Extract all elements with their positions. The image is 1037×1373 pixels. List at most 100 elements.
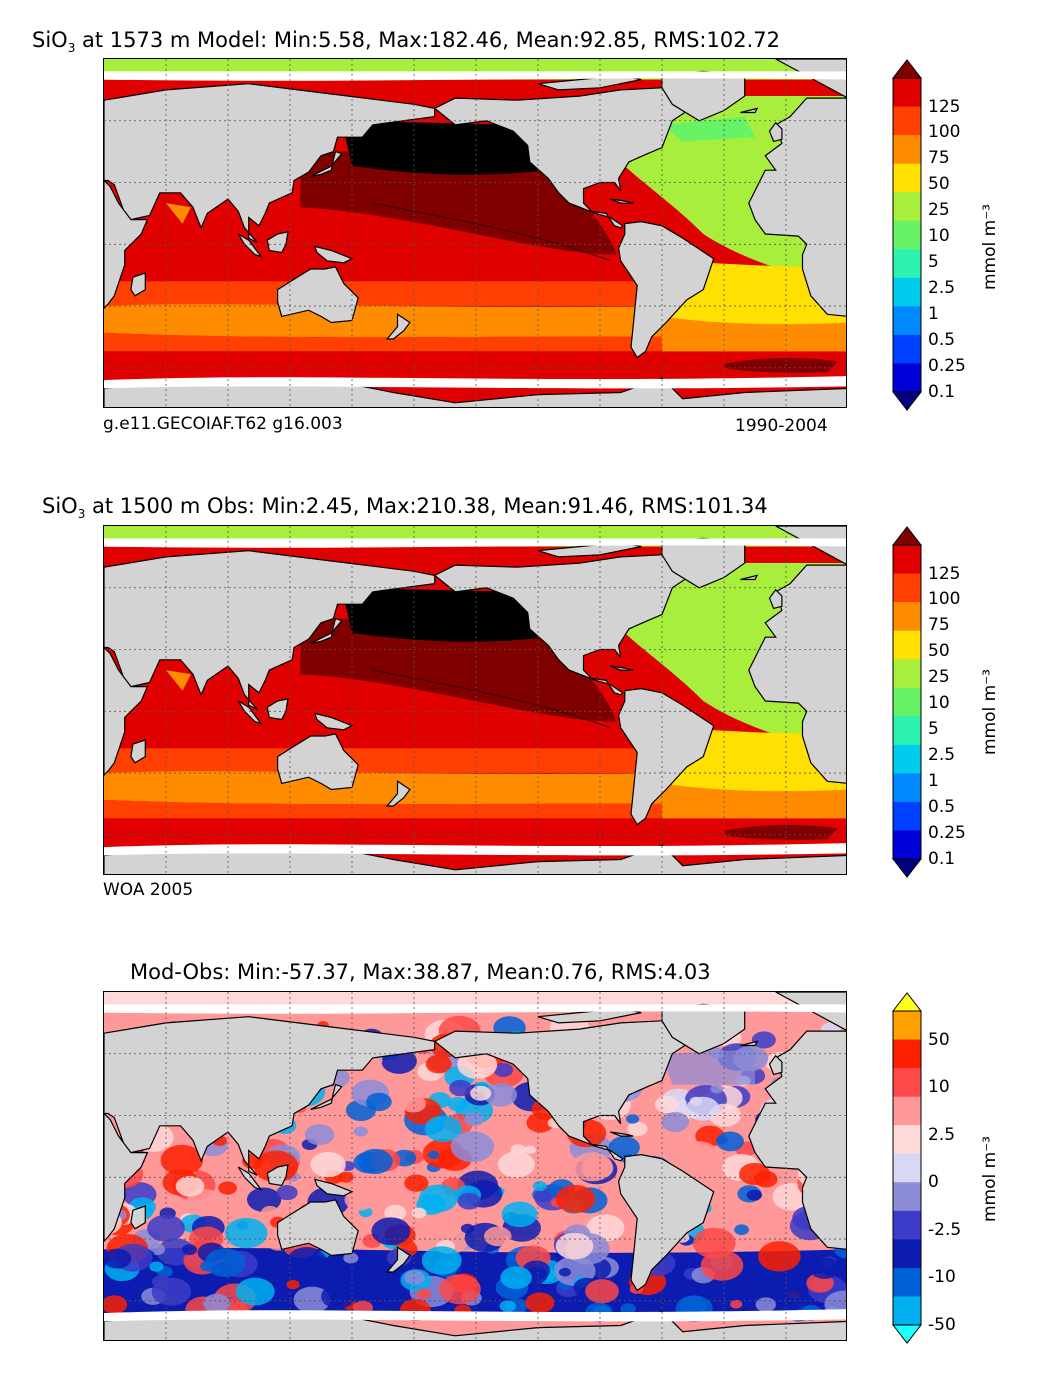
landmass-madagascar bbox=[130, 1205, 146, 1230]
ocean-fill bbox=[104, 526, 846, 874]
colorbar-tick-label: 10 bbox=[928, 1077, 950, 1098]
landmass-nz bbox=[385, 1246, 411, 1273]
colorbar-segment bbox=[893, 1239, 921, 1269]
panel-3-map bbox=[103, 991, 847, 1341]
colorbar-tick-label: 75 bbox=[928, 148, 950, 169]
panel-3-colorbar-unit: mmol m⁻³ bbox=[980, 1136, 1000, 1222]
colorbar-segment bbox=[893, 1153, 921, 1183]
colorbar-tick-label: 0.5 bbox=[928, 797, 956, 818]
colorbar-segment bbox=[893, 801, 921, 831]
panel-1-colorbar bbox=[891, 59, 923, 411]
landmass-madagascar bbox=[130, 272, 146, 297]
landmass-australia bbox=[277, 733, 359, 791]
landmass-southAmerica bbox=[617, 687, 715, 826]
landmass-eurasia bbox=[104, 550, 436, 710]
landmass-arcticIs bbox=[537, 1007, 642, 1024]
colorbar-tick-label: -2.5 bbox=[928, 1219, 962, 1240]
colorbar-tick-label: 0.25 bbox=[928, 823, 966, 844]
colorbar-extend-top bbox=[891, 526, 923, 546]
missing-data bbox=[104, 71, 846, 389]
landmass-cuba bbox=[610, 198, 634, 204]
colorbar-tick-label: 10 bbox=[928, 693, 950, 714]
colorbar-tick-label: 75 bbox=[928, 615, 950, 636]
colorbar-segment bbox=[893, 830, 921, 860]
colorbar-segment bbox=[893, 192, 921, 222]
panel-3-title: Mod-Obs: Min:-57.37, Max:38.87, Mean:0.7… bbox=[130, 960, 711, 984]
map-graticule bbox=[104, 59, 846, 407]
missing-data bbox=[104, 538, 846, 856]
panel-1-title: SiO3 at 1573 m Model: Min:5.58, Max:182.… bbox=[32, 28, 780, 56]
colorbar-extend-bottom bbox=[891, 1324, 923, 1344]
colorbar-segment bbox=[893, 135, 921, 165]
colorbar-tick-label: 50 bbox=[928, 641, 950, 662]
landmass-europeAfricaRight bbox=[748, 526, 846, 784]
colorbar-tick-label: 5 bbox=[928, 719, 939, 740]
landmass-southAmerica bbox=[617, 220, 715, 359]
colorbar-segment bbox=[893, 716, 921, 746]
landmass-arcticIs bbox=[537, 541, 642, 558]
landmass-europeAfricaRight bbox=[748, 59, 846, 317]
colorbar-tick-label: 2.5 bbox=[928, 278, 956, 299]
landmass-newGuinea bbox=[313, 1178, 354, 1197]
landmass-cuba bbox=[610, 665, 634, 671]
colorbar-tick-label: 25 bbox=[928, 667, 950, 688]
colorbar-segment bbox=[893, 334, 921, 364]
colorbar-tick-label: 1 bbox=[928, 771, 939, 792]
colorbar-tick-label: 125 bbox=[928, 96, 961, 117]
landmass-japan bbox=[310, 1083, 343, 1110]
landmass-japan bbox=[310, 150, 343, 177]
landmass-iceland bbox=[740, 1040, 759, 1047]
landmass-japan bbox=[310, 617, 343, 644]
landmass-australia bbox=[277, 266, 359, 324]
colorbar-segment bbox=[893, 163, 921, 193]
colorbar-segment bbox=[893, 773, 921, 803]
colorbar-extend-top bbox=[891, 59, 923, 79]
panel-2-title: SiO3 at 1500 m Obs: Min:2.45, Max:210.38… bbox=[42, 494, 768, 522]
colorbar-tick-label: -50 bbox=[928, 1315, 956, 1335]
colorbar-segment bbox=[893, 277, 921, 307]
landmass-nz bbox=[385, 313, 411, 340]
landmass-nz bbox=[385, 780, 411, 807]
colorbar-tick-label: 50 bbox=[928, 1029, 950, 1050]
landmass-australia bbox=[277, 1199, 359, 1257]
landmass-cuba bbox=[610, 1131, 634, 1137]
colorbar-segment bbox=[893, 1068, 921, 1098]
colorbar-tick-label: 50 bbox=[928, 174, 950, 195]
colorbar-segment bbox=[893, 1182, 921, 1212]
landmass-uk bbox=[768, 588, 783, 610]
missing-data bbox=[104, 1004, 846, 1322]
colorbar-frame bbox=[892, 1010, 922, 1326]
colorbar-segment bbox=[893, 630, 921, 660]
landmass-iceland bbox=[740, 574, 759, 581]
landmass-iceland bbox=[740, 107, 759, 114]
map-graticule bbox=[104, 526, 846, 874]
landmass-eurasia bbox=[104, 1016, 436, 1176]
landmass-europeAfricaRight bbox=[748, 992, 846, 1250]
colorbar-tick-label: 0.25 bbox=[928, 356, 966, 377]
colorbar-tick-label: 1 bbox=[928, 304, 939, 325]
landmass-uk bbox=[768, 1054, 783, 1076]
panel-2-colorbar-unit: mmol m⁻³ bbox=[980, 669, 1000, 755]
panel-1-years-label: 1990-2004 bbox=[735, 416, 828, 436]
panel-2-map bbox=[103, 525, 847, 875]
colorbar-segment bbox=[893, 306, 921, 336]
panel-1-map bbox=[103, 58, 847, 408]
panel-3-colorbar bbox=[891, 992, 923, 1344]
colorbar-segment bbox=[893, 687, 921, 717]
colorbar-segment bbox=[893, 1039, 921, 1069]
colorbar-tick-label: 0.1 bbox=[928, 849, 956, 869]
panel-1-run-label: g.e11.GECOIAF.T62 g16.003 bbox=[103, 414, 343, 434]
colorbar-segment bbox=[893, 602, 921, 632]
landmass-sumatra bbox=[237, 700, 263, 725]
colorbar-segment bbox=[893, 78, 921, 108]
colorbar-tick-label: 125 bbox=[928, 563, 961, 584]
colorbar-segment bbox=[893, 1011, 921, 1041]
panel-1-colorbar-unit: mmol m⁻³ bbox=[980, 204, 1000, 290]
landmass-newGuinea bbox=[313, 712, 354, 731]
colorbar-frame bbox=[892, 77, 922, 393]
colorbar-segment bbox=[893, 249, 921, 279]
land-masses bbox=[104, 59, 846, 407]
colorbar-extend-bottom bbox=[891, 858, 923, 878]
colorbar-tick-label: 100 bbox=[928, 122, 961, 143]
colorbar-tick-label: 0 bbox=[928, 1172, 939, 1193]
